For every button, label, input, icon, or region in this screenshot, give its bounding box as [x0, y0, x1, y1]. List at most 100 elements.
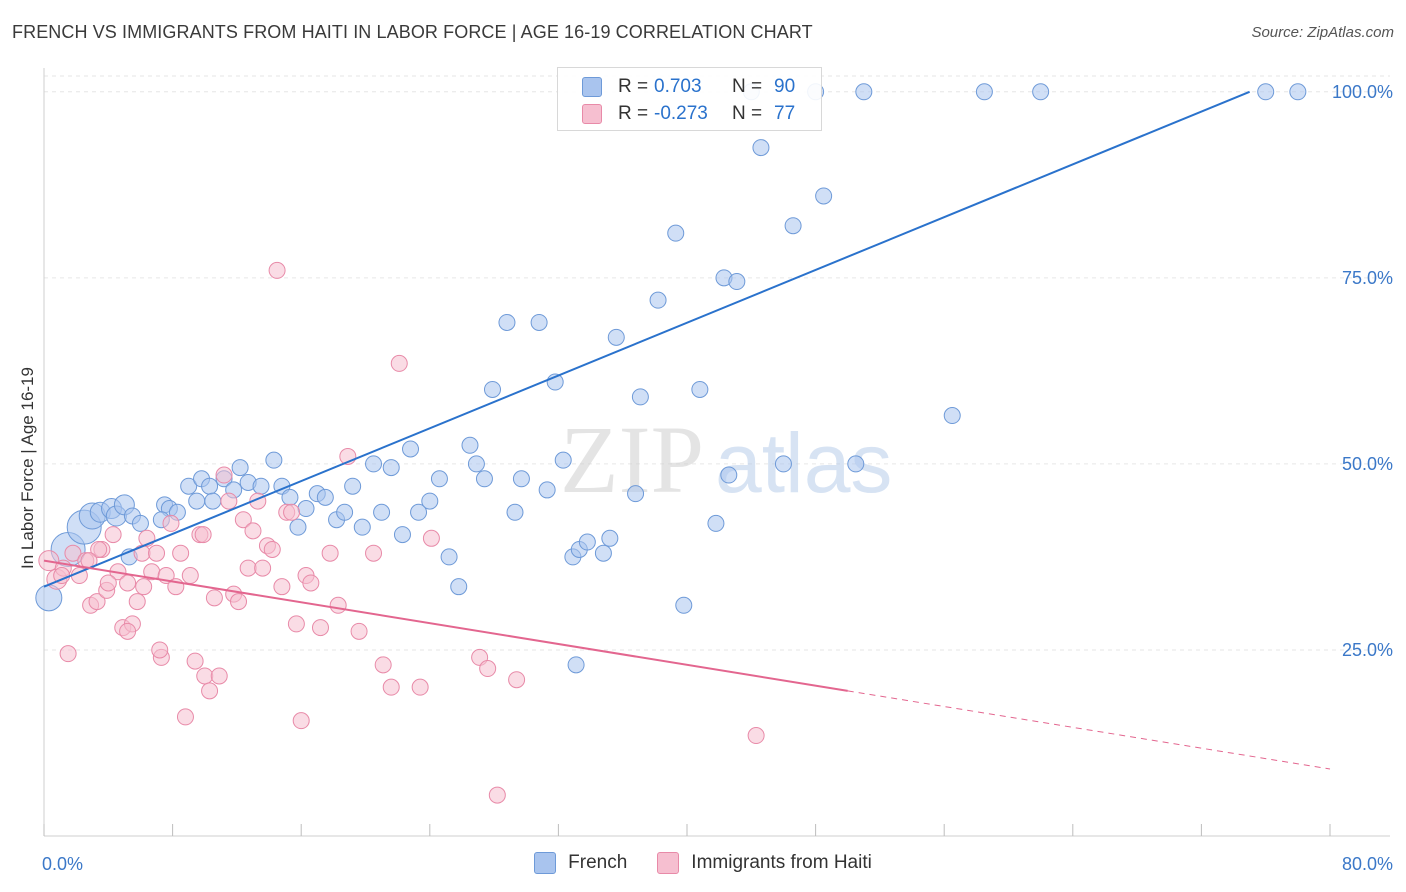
axis-layer — [43, 68, 1390, 837]
haiti-point — [119, 622, 137, 640]
haiti-point — [172, 544, 190, 562]
haiti-point — [508, 671, 526, 689]
french-point — [231, 459, 249, 477]
french-point — [943, 407, 961, 425]
haiti-point — [488, 786, 506, 804]
legend-n-label: N = — [732, 76, 763, 97]
haiti-point — [244, 522, 262, 540]
haiti-point — [186, 652, 204, 670]
haiti-point — [99, 574, 117, 592]
haiti-point — [230, 593, 248, 611]
y-tick-label: 75.0% — [1342, 268, 1393, 288]
haiti-point — [263, 540, 281, 558]
french-point — [847, 455, 865, 473]
french-point — [188, 492, 206, 510]
haiti-point — [374, 656, 392, 674]
french-point — [201, 477, 219, 495]
french-point — [667, 224, 685, 242]
haiti-trend-extension — [847, 690, 1331, 770]
french-point — [815, 187, 833, 205]
haiti-point — [311, 619, 329, 637]
french-point — [373, 503, 391, 521]
haiti-point — [210, 667, 228, 685]
haiti-point — [148, 544, 166, 562]
haiti-point — [292, 712, 310, 730]
haiti-point — [151, 641, 169, 659]
y-tick-label: 50.0% — [1342, 454, 1393, 474]
trend-layer — [43, 90, 1331, 770]
french-point — [336, 503, 354, 521]
haiti-point — [181, 567, 199, 585]
haiti-point — [205, 589, 223, 607]
french-point — [410, 503, 428, 521]
legend-swatch-pink — [582, 104, 602, 124]
french-point — [649, 291, 667, 309]
french-point — [691, 380, 709, 398]
french-point — [131, 514, 149, 532]
french-point — [752, 139, 770, 157]
haiti-point — [239, 559, 257, 577]
french-point — [538, 481, 556, 499]
haiti-point — [194, 526, 212, 544]
haiti-point — [411, 678, 429, 696]
french-point — [297, 500, 315, 518]
legend-r-value: 0.703 — [654, 76, 702, 97]
haiti-point — [350, 622, 368, 640]
french-point — [475, 470, 493, 488]
legend-r-label: R = — [618, 103, 649, 124]
french-point — [281, 488, 299, 506]
haiti-point — [128, 593, 146, 611]
french-point — [728, 273, 746, 291]
french-point — [180, 477, 198, 495]
legend-n-label: N = — [732, 103, 763, 124]
french-point — [530, 313, 548, 331]
haiti-point — [104, 526, 122, 544]
french-point — [402, 440, 420, 458]
haiti-point — [302, 574, 320, 592]
haiti-point — [283, 503, 301, 521]
french-point — [675, 596, 693, 614]
french-point — [1257, 83, 1275, 101]
legend-swatch-haiti — [657, 852, 680, 874]
haiti-point — [268, 261, 286, 279]
haiti-point — [329, 596, 347, 614]
french-point — [393, 526, 411, 544]
y-tick-label: 25.0% — [1342, 640, 1393, 660]
french-point — [204, 492, 222, 510]
legend-swatch-french — [534, 852, 557, 874]
legend-row-french: R = 0.703 N = 90 — [582, 76, 795, 98]
legend-item-french[interactable]: French — [534, 852, 627, 874]
french-point — [631, 388, 649, 406]
haiti-point — [133, 544, 151, 562]
legend-item-haiti[interactable]: Immigrants from Haiti — [657, 852, 872, 874]
series-legend: French Immigrants from Haiti — [0, 852, 1406, 874]
french-point — [512, 470, 530, 488]
french-point — [450, 578, 468, 596]
french-point — [627, 485, 645, 503]
french-point — [578, 533, 596, 551]
haiti-point — [119, 574, 137, 592]
french-point — [567, 656, 585, 674]
haiti-point — [135, 578, 153, 596]
correlation-legend: R = 0.703 N = 90 R = -0.273 N = 77 — [557, 67, 822, 131]
french-point — [421, 492, 439, 510]
french-point — [316, 488, 334, 506]
french-point — [498, 313, 516, 331]
french-point — [430, 470, 448, 488]
legend-n-value: 90 — [774, 76, 796, 97]
french-point — [344, 477, 362, 495]
haiti-point — [196, 667, 214, 685]
french-point — [975, 83, 993, 101]
french-point — [265, 451, 283, 469]
legend-label-haiti: Immigrants from Haiti — [691, 852, 872, 873]
french-point — [1032, 83, 1050, 101]
chart-title: FRENCH VS IMMIGRANTS FROM HAITI IN LABOR… — [12, 22, 813, 42]
x-tick-label: 0.0% — [42, 854, 83, 874]
haiti-point — [90, 540, 108, 558]
haiti-point — [254, 559, 272, 577]
haiti-point — [215, 466, 233, 484]
haiti-point — [390, 354, 408, 372]
french-point — [440, 548, 458, 566]
haiti-point — [162, 514, 180, 532]
watermark-atlas: atlas — [715, 416, 892, 510]
